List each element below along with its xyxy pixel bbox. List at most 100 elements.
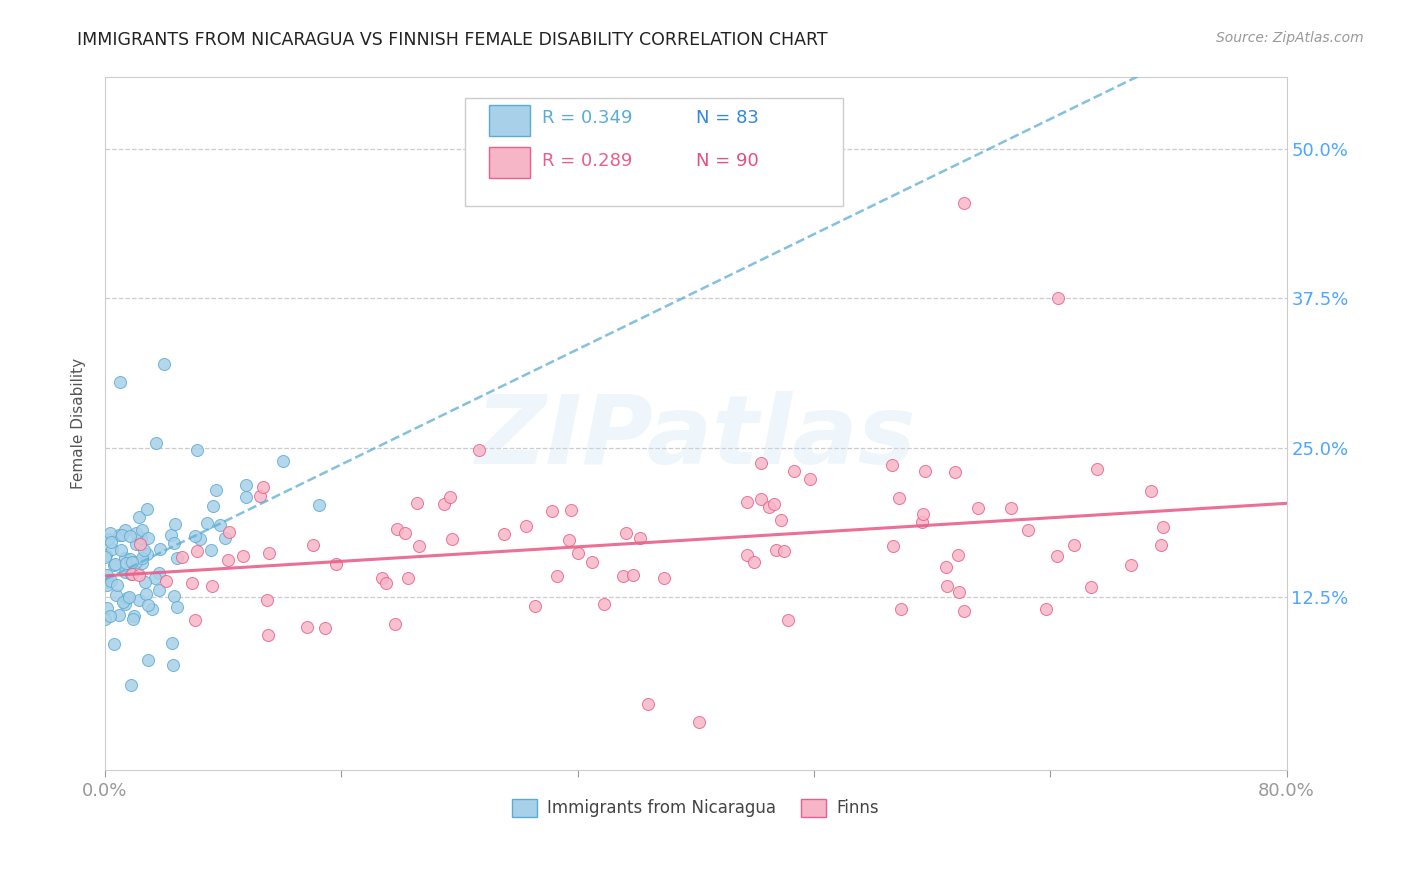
Point [1035, 602, 1057, 616]
Point [120, 529, 142, 543]
Point [131, 523, 153, 537]
FancyBboxPatch shape [465, 98, 844, 205]
Point [880, 458, 903, 472]
Point [111, 594, 134, 608]
Point [138, 532, 160, 546]
Point [558, 533, 581, 548]
Point [778, 613, 800, 627]
Point [302, 538, 325, 552]
Point [882, 539, 904, 553]
Point [114, 597, 136, 611]
Point [560, 503, 582, 517]
Point [94, 612, 117, 626]
Point [396, 571, 419, 585]
Point [103, 558, 125, 573]
Point [515, 519, 537, 533]
Point [135, 587, 157, 601]
Point [120, 552, 142, 566]
Point [114, 565, 136, 579]
Point [97, 532, 120, 546]
Point [912, 507, 935, 521]
Point [468, 442, 491, 457]
FancyBboxPatch shape [489, 146, 530, 178]
Point [170, 550, 193, 565]
Point [166, 599, 188, 614]
Point [110, 542, 132, 557]
Point [384, 617, 406, 632]
Text: N = 83: N = 83 [696, 109, 759, 127]
Point [772, 544, 794, 558]
Point [1046, 291, 1069, 305]
Point [101, 542, 124, 557]
Point [546, 569, 568, 583]
Point [749, 492, 772, 507]
Point [125, 537, 148, 551]
Point [122, 609, 145, 624]
Point [96, 567, 118, 582]
Point [145, 436, 167, 450]
Point [108, 375, 131, 389]
Point [524, 599, 547, 614]
Point [136, 653, 159, 667]
Point [1150, 538, 1173, 552]
Point [162, 657, 184, 672]
Point [887, 491, 910, 506]
Point [218, 525, 240, 540]
Point [111, 528, 134, 542]
Point [94, 549, 117, 563]
Point [935, 560, 957, 574]
Point [621, 567, 644, 582]
Point [612, 569, 634, 583]
Point [136, 598, 159, 612]
Point [387, 522, 409, 536]
Point [890, 602, 912, 616]
Point [567, 546, 589, 560]
Point [252, 479, 274, 493]
Point [249, 489, 271, 503]
Point [314, 621, 336, 635]
Point [742, 555, 765, 569]
Point [581, 555, 603, 569]
Point [128, 537, 150, 551]
Point [200, 543, 222, 558]
Point [103, 637, 125, 651]
Point [98, 526, 121, 541]
Point [128, 509, 150, 524]
Point [208, 518, 231, 533]
Point [195, 516, 218, 531]
Point [256, 592, 278, 607]
Point [935, 579, 957, 593]
Point [114, 523, 136, 537]
Point [125, 555, 148, 569]
Point [1080, 580, 1102, 594]
Text: ZIPatlas: ZIPatlas [475, 391, 917, 484]
Point [160, 636, 183, 650]
Legend: Immigrants from Nicaragua, Finns: Immigrants from Nicaragua, Finns [506, 792, 886, 824]
Point [121, 566, 143, 581]
Point [770, 513, 793, 527]
Point [394, 526, 416, 541]
Point [758, 500, 780, 515]
Point [117, 591, 139, 605]
Point [104, 557, 127, 571]
Point [257, 546, 280, 560]
Point [118, 590, 141, 604]
Point [1152, 520, 1174, 534]
Point [688, 715, 710, 730]
Point [128, 568, 150, 582]
Point [120, 677, 142, 691]
Point [235, 491, 257, 505]
Point [183, 613, 205, 627]
Point [125, 526, 148, 541]
Point [408, 539, 430, 553]
Point [205, 483, 228, 497]
Point [114, 551, 136, 566]
Point [134, 575, 156, 590]
Point [148, 566, 170, 580]
Point [637, 698, 659, 712]
Point [136, 502, 159, 516]
Point [143, 571, 166, 585]
Point [232, 549, 254, 564]
Point [593, 597, 616, 611]
Point [948, 549, 970, 563]
